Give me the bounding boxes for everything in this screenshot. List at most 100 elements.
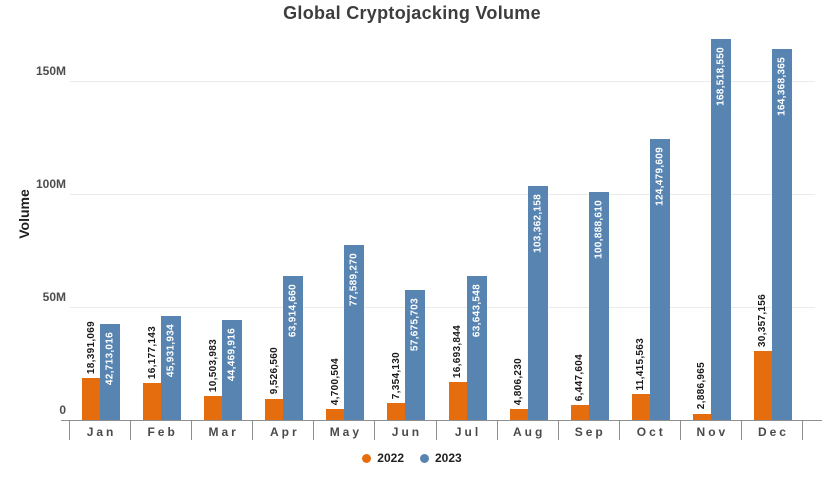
x-label-sep: Sep bbox=[574, 425, 606, 439]
x-axis-tick bbox=[496, 421, 498, 440]
month-group-may: 4,700,504 77,589,270 bbox=[314, 0, 375, 420]
value-label-2023-sep: 100,888,610 bbox=[593, 200, 605, 259]
bar-2023-oct: 124,479,609 bbox=[649, 138, 670, 420]
bar-2022-oct bbox=[631, 394, 650, 420]
bar-2022-jun bbox=[387, 403, 406, 420]
bar-2023-apr: 63,914,660 bbox=[283, 275, 304, 420]
value-label-2023-jan: 42,713,016 bbox=[104, 331, 116, 385]
value-label-2022-apr: 9,526,560 bbox=[268, 347, 280, 395]
x-label-oct: Oct bbox=[636, 425, 666, 439]
x-axis-tick bbox=[69, 421, 70, 440]
legend-label-2022: 2022 bbox=[377, 451, 404, 465]
x-axis-tick bbox=[618, 421, 620, 440]
y-tick-100m: 100M bbox=[35, 177, 66, 191]
x-label-jul: Jul bbox=[454, 425, 482, 439]
value-label-2022-nov: 2,886,965 bbox=[696, 362, 708, 410]
legend-label-2023: 2023 bbox=[435, 451, 462, 465]
bar-2023-dec: 164,368,365 bbox=[771, 48, 792, 420]
x-label-may: May bbox=[329, 425, 363, 439]
bar-2023-jun: 57,675,703 bbox=[405, 289, 426, 420]
bar-2023-nov: 168,518,550 bbox=[710, 39, 731, 420]
plot-area: 18,391,069 42,713,016 16,177,143 45,931,934… bbox=[70, 0, 803, 420]
month-group-mar: 10,503,983 44,469,916 bbox=[192, 0, 253, 420]
y-tick-150m: 150M bbox=[35, 64, 66, 78]
value-label-2022-may: 4,700,504 bbox=[329, 358, 341, 406]
month-group-jul: 16,693,844 63,643,548 bbox=[436, 0, 497, 420]
value-label-2022-feb: 16,177,143 bbox=[146, 326, 158, 380]
value-label-2022-oct: 11,415,563 bbox=[635, 337, 647, 391]
x-label-jun: Jun bbox=[391, 425, 423, 439]
x-label-apr: Apr bbox=[269, 425, 300, 439]
x-axis-tick bbox=[252, 421, 254, 440]
x-label-dec: Dec bbox=[757, 425, 789, 439]
bar-2023-jan: 42,713,016 bbox=[100, 323, 120, 420]
y-tick-50m: 50M bbox=[42, 290, 66, 304]
bar-2022-sep bbox=[570, 405, 589, 420]
bar-2023-sep: 100,888,610 bbox=[588, 192, 609, 420]
x-label-feb: Feb bbox=[147, 425, 178, 439]
x-axis-line bbox=[61, 420, 822, 421]
y-tick-0: 0 bbox=[59, 403, 66, 417]
value-label-2023-jul: 63,643,548 bbox=[471, 284, 482, 338]
gridline-100m bbox=[70, 194, 815, 195]
bar-2023-mar: 44,469,916 bbox=[222, 319, 243, 420]
value-label-2022-mar: 10,503,983 bbox=[207, 339, 219, 393]
bar-2022-may bbox=[326, 409, 345, 420]
value-label-2022-sep: 6,447,604 bbox=[574, 354, 586, 402]
value-label-2022-aug: 4,806,230 bbox=[513, 357, 525, 406]
x-axis-tick bbox=[130, 421, 132, 440]
x-axis-tick bbox=[191, 421, 193, 440]
x-axis-tick bbox=[802, 421, 803, 440]
month-group-jan: 18,391,069 42,713,016 bbox=[70, 0, 131, 420]
bar-2022-dec bbox=[753, 351, 772, 420]
x-label-aug: Aug bbox=[512, 425, 546, 439]
x-label-mar: Mar bbox=[208, 425, 239, 439]
x-axis-tick bbox=[374, 421, 376, 440]
x-axis-tick bbox=[740, 421, 742, 440]
gridline-50m bbox=[70, 307, 815, 308]
chart-area: 150M 100M 50M 0 Volume 18,391,069 42,713,… bbox=[16, 0, 822, 421]
value-label-2023-feb: 45,931,934 bbox=[165, 324, 177, 378]
legend-swatch-2022-icon bbox=[362, 453, 372, 463]
month-group-sep: 6,447,604 100,888,610 bbox=[558, 0, 619, 420]
month-group-feb: 16,177,143 45,931,934 bbox=[131, 0, 192, 420]
bar-2022-jan bbox=[82, 378, 100, 420]
value-label-2023-dec: 164,368,365 bbox=[776, 56, 788, 116]
x-axis-tick bbox=[435, 421, 437, 440]
bar-2023-may: 77,589,270 bbox=[344, 244, 365, 420]
value-label-2023-aug: 103,362,158 bbox=[532, 194, 544, 254]
value-label-2023-oct: 124,479,609 bbox=[654, 146, 666, 206]
x-axis-tick bbox=[557, 421, 559, 440]
month-group-dec: 30,357,156 164,368,365 bbox=[741, 0, 802, 420]
chart-legend: 2022 2023 bbox=[0, 449, 824, 467]
value-label-2023-jun: 57,675,703 bbox=[409, 297, 421, 351]
legend-swatch-2023-icon bbox=[420, 453, 429, 463]
month-group-jun: 7,354,130 57,675,703 bbox=[375, 0, 436, 420]
bar-2022-feb bbox=[143, 383, 162, 420]
value-label-2023-apr: 63,914,660 bbox=[287, 283, 299, 337]
x-label-jan: Jan bbox=[86, 425, 117, 439]
value-label-2022-jan: 18,391,069 bbox=[85, 321, 97, 375]
gridline-150m bbox=[70, 81, 815, 82]
bar-2022-apr bbox=[265, 398, 284, 420]
value-label-2023-nov: 168,518,550 bbox=[715, 47, 727, 107]
value-label-2022-jul: 16,693,844 bbox=[452, 325, 463, 379]
x-label-nov: Nov bbox=[696, 425, 729, 439]
x-axis-tick bbox=[313, 421, 315, 440]
value-label-2023-may: 77,589,270 bbox=[348, 252, 360, 306]
month-group-apr: 9,526,560 63,914,660 bbox=[253, 0, 314, 420]
bar-2022-nov bbox=[692, 413, 711, 420]
chart-title: Global Cryptojacking Volume bbox=[283, 3, 541, 23]
value-label-2022-jun: 7,354,130 bbox=[390, 352, 402, 400]
legend-item-2022: 2022 bbox=[362, 451, 404, 465]
bar-2023-feb: 45,931,934 bbox=[161, 316, 182, 420]
bar-2023-aug: 103,362,158 bbox=[527, 186, 548, 420]
bar-2023-jul: 63,643,548 bbox=[466, 276, 487, 420]
legend-item-2023: 2023 bbox=[420, 451, 462, 465]
y-axis-title: Volume bbox=[16, 189, 32, 239]
month-group-nov: 2,886,965 168,518,550 bbox=[680, 0, 741, 420]
bar-2022-aug bbox=[509, 409, 528, 420]
x-axis-tick bbox=[679, 421, 681, 440]
month-group-aug: 4,806,230 103,362,158 bbox=[497, 0, 558, 420]
